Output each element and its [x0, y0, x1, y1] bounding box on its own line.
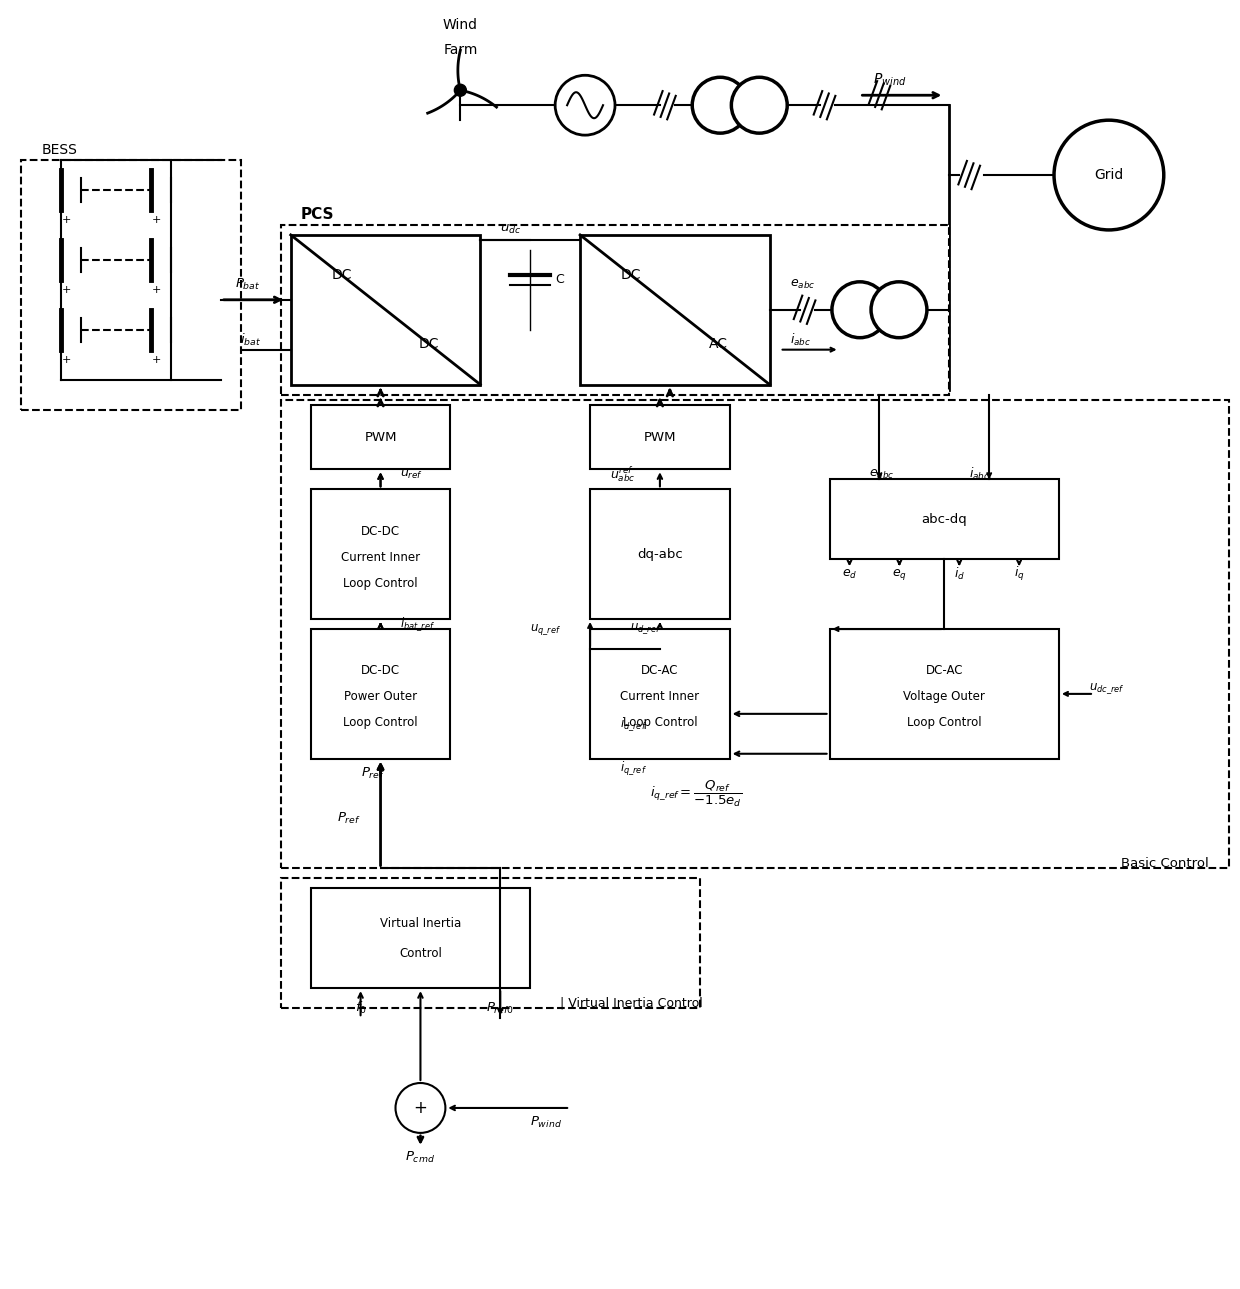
Text: +: + [62, 285, 71, 295]
Text: DC: DC [419, 338, 439, 351]
Text: $P_{wind}$: $P_{wind}$ [873, 72, 906, 89]
Text: +: + [151, 354, 161, 365]
Text: $u_{ref}$: $u_{ref}$ [401, 468, 424, 481]
Text: $u_{q\_ref}$: $u_{q\_ref}$ [531, 621, 562, 637]
Text: $e_d$: $e_d$ [842, 567, 857, 581]
Text: +: + [62, 354, 71, 365]
Text: | Virtual Inertia Control: | Virtual Inertia Control [560, 996, 703, 1009]
Text: Loop Control: Loop Control [622, 717, 697, 730]
Text: $i_q$: $i_q$ [1014, 565, 1024, 583]
Text: $e_q$: $e_q$ [892, 567, 906, 581]
Circle shape [692, 77, 748, 133]
Text: $i_{bat\_ref}$: $i_{bat\_ref}$ [401, 615, 435, 633]
Text: Loop Control: Loop Control [906, 717, 982, 730]
Bar [590, 405, 730, 469]
Text: $i_{abc}$: $i_{abc}$ [790, 331, 811, 348]
Circle shape [732, 77, 787, 133]
Text: $P_{bat}$: $P_{bat}$ [236, 277, 260, 293]
Text: Loop Control: Loop Control [343, 576, 418, 589]
Text: DC-DC: DC-DC [361, 664, 401, 678]
Text: $u_{dc\_ref}$: $u_{dc\_ref}$ [1089, 682, 1125, 696]
Text: $P_{cmd}$: $P_{cmd}$ [405, 1150, 435, 1165]
Bar [590, 629, 730, 759]
Bar [830, 629, 1059, 759]
Bar [590, 490, 730, 619]
Text: Control: Control [399, 947, 441, 960]
Text: $P_{ref}$: $P_{ref}$ [361, 766, 384, 781]
Text: $e_{abc}$: $e_{abc}$ [869, 468, 895, 481]
Text: $i_{bat}$: $i_{bat}$ [239, 331, 260, 348]
Bar [311, 888, 531, 989]
Bar [280, 226, 950, 394]
Text: $i_{q\_ref}$: $i_{q\_ref}$ [620, 759, 647, 777]
Text: $P_{wind}$: $P_{wind}$ [531, 1115, 562, 1130]
Text: $i_{d\_ref}$: $i_{d\_ref}$ [620, 715, 647, 732]
Text: +: + [62, 215, 71, 226]
Circle shape [832, 282, 888, 338]
Text: PWM: PWM [365, 431, 397, 443]
Text: +: + [151, 285, 161, 295]
Text: $i_d$: $i_d$ [954, 566, 965, 583]
Text: DC: DC [331, 268, 352, 282]
Text: dq-abc: dq-abc [637, 548, 683, 561]
Circle shape [870, 282, 928, 338]
Bar [311, 490, 450, 619]
Text: DC-AC: DC-AC [925, 664, 963, 678]
Text: $P_{ref}$: $P_{ref}$ [336, 811, 361, 826]
Text: $e_{abc}$: $e_{abc}$ [790, 278, 815, 291]
Text: $f_0$: $f_0$ [355, 1000, 367, 1016]
Text: $u_{abc}^{ref}$: $u_{abc}^{ref}$ [610, 464, 636, 485]
Circle shape [1054, 120, 1164, 229]
Text: $i_{q\_ref} = \dfrac{Q_{ref}}{-1.5e_{d}}$: $i_{q\_ref} = \dfrac{Q_{ref}}{-1.5e_{d}}… [650, 779, 742, 808]
Bar [830, 480, 1059, 559]
Text: BESS: BESS [41, 143, 77, 157]
Bar [21, 160, 241, 410]
Text: DC-DC: DC-DC [361, 525, 401, 538]
Text: PWM: PWM [644, 431, 676, 443]
Text: DC: DC [621, 268, 641, 282]
Bar [311, 405, 450, 469]
Bar [280, 879, 699, 1008]
Text: DC-AC: DC-AC [641, 664, 678, 678]
Text: AC: AC [709, 338, 728, 351]
Text: Grid: Grid [1094, 168, 1123, 182]
Text: $u_{d\_ref}$: $u_{d\_ref}$ [630, 621, 661, 637]
Bar [580, 235, 770, 384]
Text: Current Inner: Current Inner [620, 691, 699, 704]
Circle shape [396, 1083, 445, 1133]
Text: abc-dq: abc-dq [921, 513, 967, 526]
Text: C: C [556, 273, 564, 286]
Text: Power Outer: Power Outer [343, 691, 417, 704]
Circle shape [556, 75, 615, 135]
Circle shape [454, 84, 466, 97]
Text: Virtual Inertia: Virtual Inertia [379, 916, 461, 929]
Text: $u_{dc}$: $u_{dc}$ [500, 223, 521, 236]
Bar [290, 235, 480, 384]
Text: Basic Control: Basic Control [1121, 857, 1209, 870]
Text: Current Inner: Current Inner [341, 550, 420, 563]
Text: $P_{ref0}$: $P_{ref0}$ [486, 1000, 515, 1016]
Text: Wind: Wind [443, 18, 477, 32]
Text: +: + [413, 1100, 428, 1118]
Bar [311, 629, 450, 759]
Text: Voltage Outer: Voltage Outer [903, 691, 986, 704]
Bar [280, 400, 1229, 869]
Text: PCS: PCS [301, 208, 335, 223]
Text: Loop Control: Loop Control [343, 717, 418, 730]
Text: +: + [151, 215, 161, 226]
Text: Farm: Farm [443, 44, 477, 57]
Text: $i_{abc}$: $i_{abc}$ [970, 467, 991, 482]
